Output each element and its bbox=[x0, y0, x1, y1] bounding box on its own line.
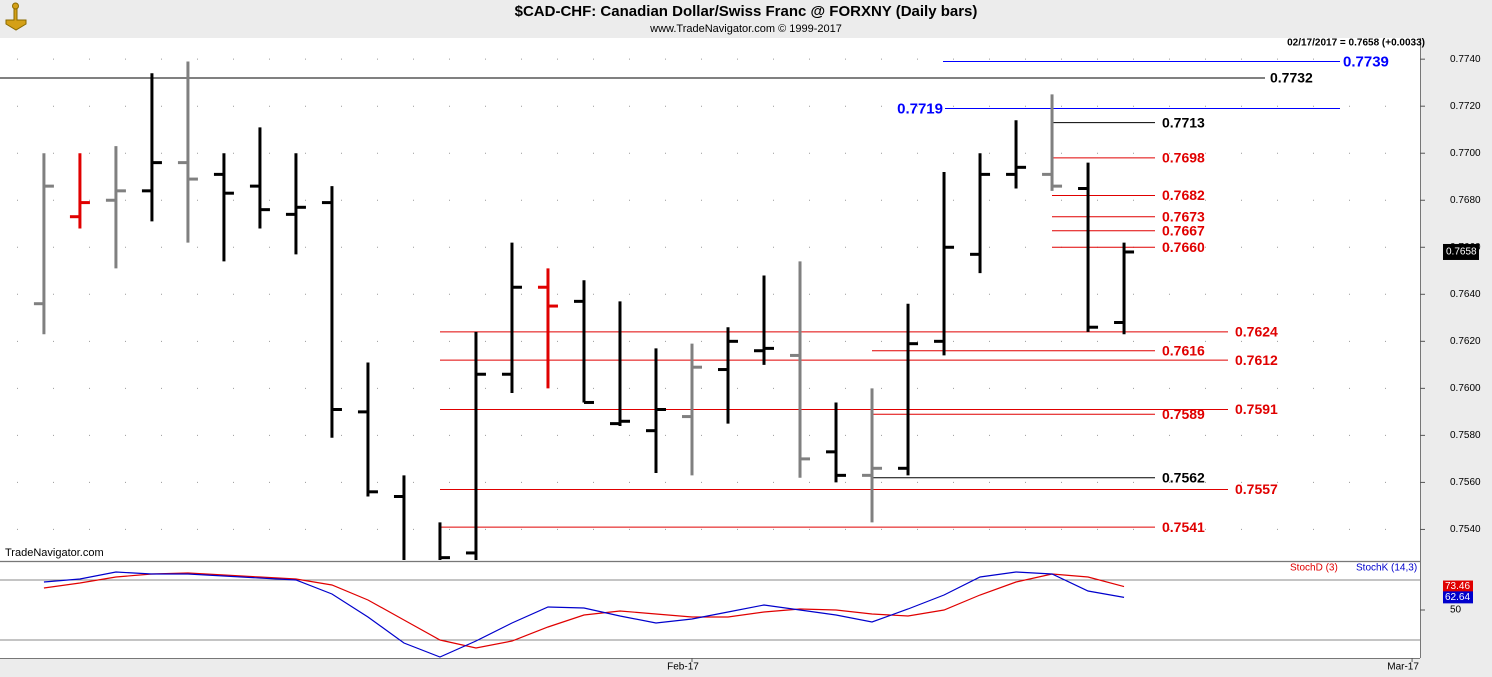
y-tick-label: 0.7740 bbox=[1450, 54, 1481, 65]
level-label: 0.7591 bbox=[1235, 401, 1278, 417]
level-label: 0.7719 bbox=[897, 101, 943, 118]
level-label: 0.7732 bbox=[1270, 70, 1313, 86]
stoch-plot bbox=[0, 571, 1420, 658]
last-value-label: 62.64 bbox=[1445, 592, 1470, 603]
y-tick-label: 50 bbox=[1450, 605, 1462, 616]
level-label: 0.7624 bbox=[1235, 324, 1278, 340]
chart-subtitle: www.TradeNavigator.com © 1999-2017 bbox=[649, 23, 842, 35]
last-price-label: 0.7658 bbox=[1446, 247, 1477, 258]
logo-shape bbox=[5, 3, 27, 31]
axes: 0.7540 0.7560 0.7580 0.7600 0.7620 0.7640 0.76… bbox=[667, 54, 1481, 673]
legend-entry: StochK (14,3) bbox=[1356, 563, 1417, 574]
x-tick-label: Feb-17 bbox=[667, 662, 699, 673]
y-tick-label: 0.7680 bbox=[1450, 195, 1481, 206]
stoch-line bbox=[43, 572, 1125, 649]
level-label: 0.7673 bbox=[1162, 208, 1205, 224]
last-value-label: 73.46 bbox=[1445, 581, 1470, 592]
legend-entry: StochD (3) bbox=[1290, 563, 1338, 574]
chart-title: $CAD-CHF: Canadian Dollar/Swiss Franc @ … bbox=[515, 3, 978, 20]
y-tick-label: 0.7700 bbox=[1450, 148, 1481, 159]
price-plot bbox=[0, 58, 1420, 560]
y-tick-label: 0.7540 bbox=[1450, 524, 1481, 535]
y-tick-label: 0.7600 bbox=[1450, 383, 1481, 394]
last-value-box bbox=[1443, 580, 1473, 593]
stoch-line bbox=[43, 571, 1125, 658]
y-tick-label: 0.7580 bbox=[1450, 430, 1481, 441]
x-tick-label: Mar-17 bbox=[1387, 662, 1419, 673]
level-label: 0.7589 bbox=[1162, 406, 1205, 422]
logo bbox=[5, 2, 27, 31]
last-price-box bbox=[1443, 243, 1479, 260]
y-tick-label: 0.7720 bbox=[1450, 101, 1481, 112]
price-panel bbox=[0, 38, 1420, 560]
level-label: 0.7698 bbox=[1162, 150, 1205, 166]
level-label: 0.7541 bbox=[1162, 519, 1205, 535]
y-tick-label: 0.7640 bbox=[1450, 289, 1481, 300]
stoch-panel bbox=[0, 563, 1420, 658]
level-label: 0.7682 bbox=[1162, 187, 1205, 203]
level-label: 0.7660 bbox=[1162, 239, 1205, 255]
level-label: 0.7612 bbox=[1235, 352, 1278, 368]
level-label: 0.7616 bbox=[1162, 342, 1205, 358]
level-label: 0.7562 bbox=[1162, 469, 1205, 485]
y-tick-label: 0.7560 bbox=[1450, 477, 1481, 488]
logo-dot bbox=[12, 2, 19, 10]
last-value-box bbox=[1443, 591, 1473, 604]
y-tick-label: 0.7620 bbox=[1450, 336, 1481, 347]
level-label: 0.7667 bbox=[1162, 223, 1205, 239]
watermark: TradeNavigator.com bbox=[5, 547, 104, 559]
last-quote: 02/17/2017 = 0.7658 (+0.0033) bbox=[1287, 38, 1425, 49]
level-label: 0.7713 bbox=[1162, 114, 1205, 130]
level-label: 0.7739 bbox=[1343, 53, 1389, 70]
level-label: 0.7557 bbox=[1235, 481, 1278, 497]
